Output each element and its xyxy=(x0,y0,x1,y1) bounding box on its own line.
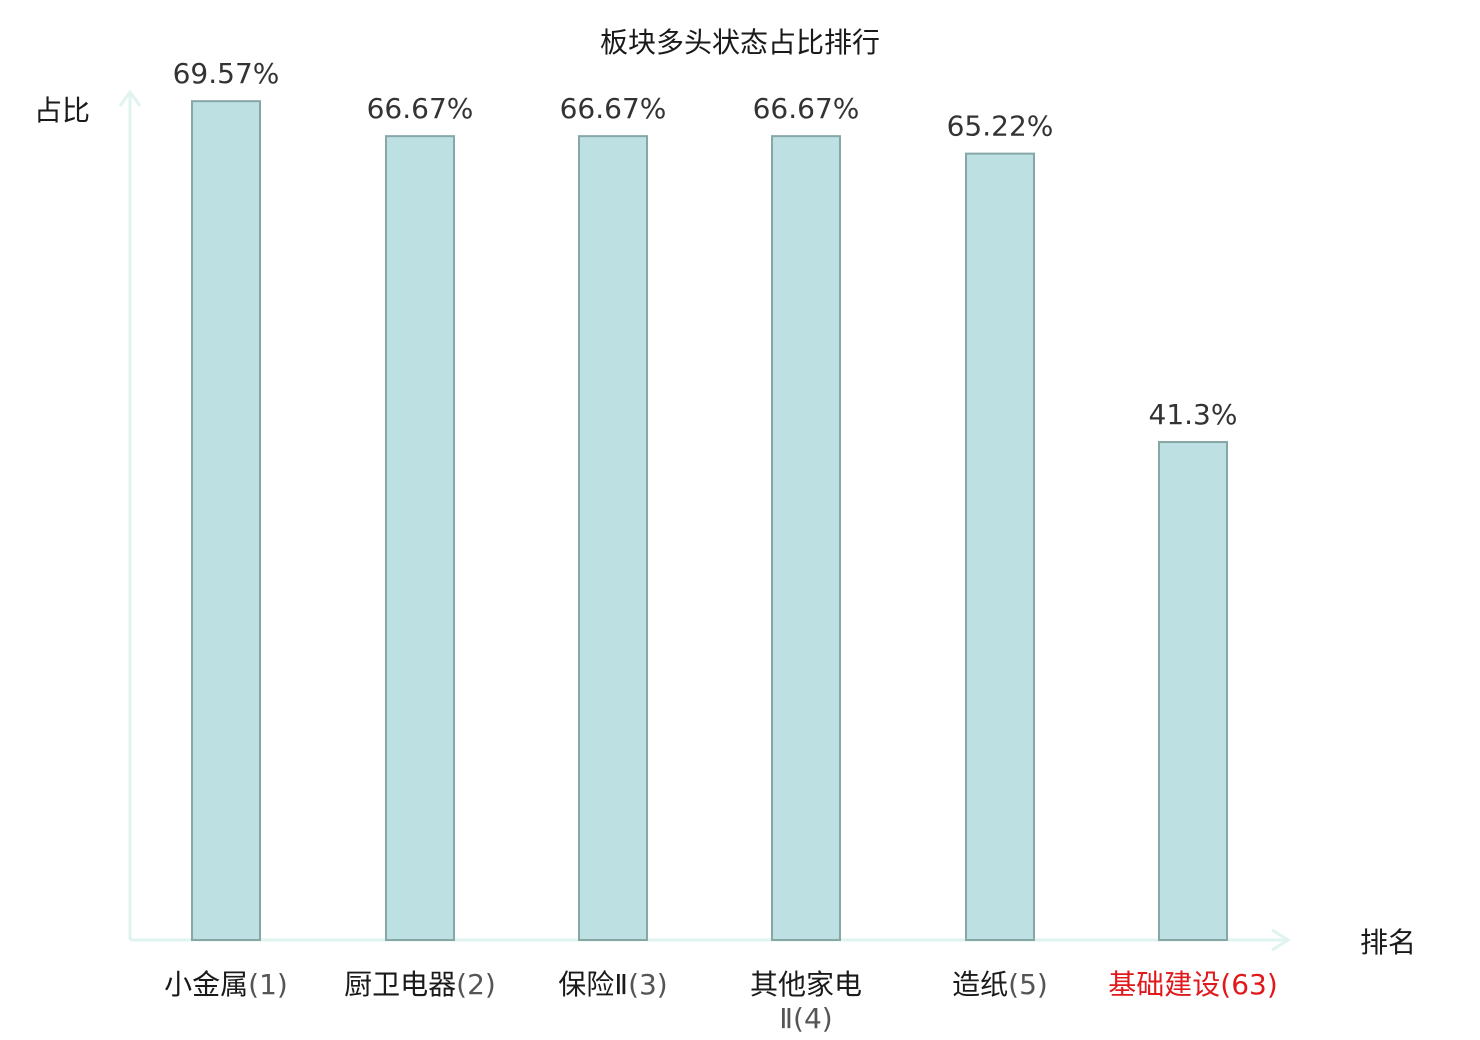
x-axis xyxy=(130,928,1291,952)
category-name: 基础建设 xyxy=(1108,968,1220,1001)
category-name: 保险Ⅱ xyxy=(558,968,628,1001)
bar-value-label: 41.3% xyxy=(1149,398,1238,431)
category-name: 造纸 xyxy=(952,968,1008,1001)
bars-group xyxy=(191,100,1228,942)
x-axis-arrow xyxy=(1271,928,1291,952)
category-label: 造纸(5) xyxy=(952,968,1048,1001)
bar-value-label: 66.67% xyxy=(560,92,667,125)
bar-value-label: 69.57% xyxy=(173,57,280,90)
category-label: 保险Ⅱ(3) xyxy=(558,968,667,1001)
bar xyxy=(385,135,455,942)
y-axis-arrow xyxy=(118,89,142,107)
category-label: 基础建设(63) xyxy=(1108,968,1278,1001)
category-labels-group: 小金属(1) 厨卫电器(2) 保险Ⅱ(3) 其他家电 Ⅱ(4) 造纸(5) 基础建设(63) xyxy=(164,968,1278,1035)
category-rank: (63) xyxy=(1220,968,1277,1001)
category-label: 小金属(1) xyxy=(164,968,288,1001)
category-label: 其他家电 Ⅱ(4) xyxy=(750,968,862,1035)
category-name: 小金属 xyxy=(164,968,248,1001)
bar-value-label: 66.67% xyxy=(367,92,474,125)
bar xyxy=(965,152,1035,942)
category-label: 厨卫电器(2) xyxy=(344,968,496,1001)
chart-title: 板块多头状态占比排行 xyxy=(600,26,880,59)
category-name: 厨卫电器 xyxy=(344,968,456,1001)
category-rank: (1) xyxy=(248,968,288,1001)
bar-value-label: 66.67% xyxy=(753,92,860,125)
category-rank: (3) xyxy=(628,968,668,1001)
category-name: 其他家电 xyxy=(750,968,862,1001)
bar xyxy=(771,135,841,942)
category-rank: (4) xyxy=(793,1002,833,1035)
y-axis xyxy=(118,89,142,940)
y-axis-title: 占比 xyxy=(34,94,90,127)
category-rank: (5) xyxy=(1008,968,1048,1001)
bar-value-label: 65.22% xyxy=(947,110,1054,143)
category-rank: (2) xyxy=(456,968,496,1001)
x-axis-title: 排名 xyxy=(1360,926,1416,959)
bar xyxy=(578,135,648,942)
category-name-continued: Ⅱ xyxy=(779,1002,793,1035)
value-labels-group: 69.57% 66.67% 66.67% 66.67% 65.22% 41.3% xyxy=(173,57,1238,431)
bar xyxy=(1158,441,1228,941)
bar xyxy=(191,100,261,941)
